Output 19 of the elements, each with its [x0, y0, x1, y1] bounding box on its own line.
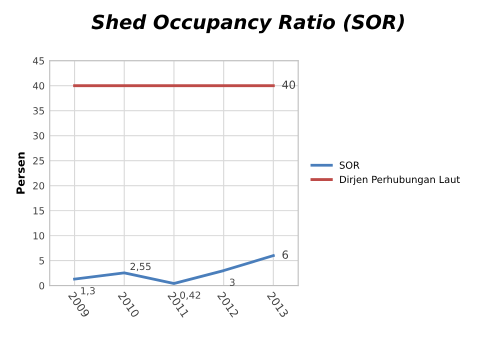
data-label: 6 — [282, 250, 288, 259]
legend-label: Dirjen Perhubungan Laut — [340, 176, 460, 185]
line-series — [73, 254, 275, 285]
chart-title: Shed Occupancy Ratio (SOR) — [92, 14, 404, 34]
y-tick-label: 35 — [33, 107, 44, 114]
y-tick-label: 10 — [34, 232, 44, 240]
y-tick-label: 0 — [39, 282, 44, 290]
y-axis-title: Persen — [16, 152, 25, 194]
y-tick-label: 40 — [32, 82, 44, 90]
y-tick-label: 30 — [33, 132, 44, 140]
data-label: 40 — [282, 80, 296, 89]
y-tick-label: 25 — [33, 157, 44, 164]
y-tick-label: 5 — [39, 257, 44, 264]
y-tick-label: 15 — [34, 207, 44, 214]
legend-label: SOR — [340, 161, 360, 169]
data-label: 3 — [230, 278, 235, 286]
y-tick-label: 20 — [33, 182, 44, 190]
data-label: 2,55 — [130, 262, 151, 272]
y-tick-label: 45 — [32, 57, 44, 65]
